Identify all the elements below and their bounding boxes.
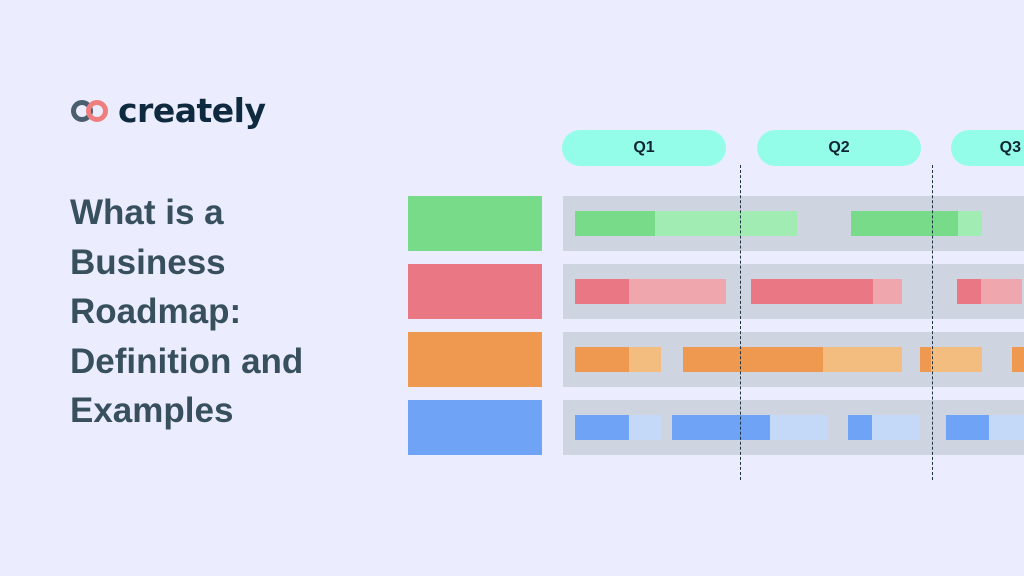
task-bar-remaining [873, 279, 902, 304]
title-line: Definition and [70, 341, 304, 381]
brand-name: creately [118, 91, 266, 130]
page-title: What is a Business Roadmap: Definition a… [70, 188, 370, 436]
title-line: Business [70, 242, 226, 282]
roadmap-track [563, 196, 1024, 251]
task-bar-progress [575, 347, 629, 372]
roadmap-track [563, 264, 1024, 319]
task-bar-progress [575, 279, 629, 304]
quarter-pill-q2: Q2 [757, 130, 921, 166]
task-bar-remaining [958, 211, 982, 236]
task-bar-remaining [655, 211, 797, 236]
quarter-divider [932, 165, 933, 480]
task-bar-remaining [989, 415, 1024, 440]
quarter-pill-q1: Q1 [562, 130, 726, 166]
task-bar-progress [751, 279, 873, 304]
title-line: What is a [70, 193, 224, 232]
task-bar-progress [957, 279, 981, 304]
task-bar-progress [683, 347, 823, 372]
task-bar-remaining [629, 415, 661, 440]
row-swatch [408, 332, 542, 387]
creately-logo-icon [71, 99, 108, 122]
task-bar-progress [851, 211, 958, 236]
task-bar-remaining [981, 279, 1022, 304]
task-bar-remaining [770, 415, 828, 440]
row-swatch [408, 264, 542, 319]
task-bar-remaining [629, 347, 661, 372]
task-bar-remaining [629, 279, 726, 304]
task-bar-progress [946, 415, 989, 440]
roadmap-track [563, 332, 1024, 387]
task-bar-progress [848, 415, 872, 440]
task-bar-progress [575, 211, 655, 236]
quarter-pill-q3: Q3 [951, 130, 1024, 166]
row-swatch [408, 400, 542, 455]
task-bar-progress [1012, 347, 1024, 372]
task-bar-progress [575, 415, 629, 440]
title-line: Roadmap: [70, 292, 242, 331]
creately-logo: creately [70, 91, 266, 130]
task-bar-remaining [872, 415, 920, 440]
row-swatch [408, 196, 542, 251]
task-bar-remaining [823, 347, 902, 372]
roadmap-track [563, 400, 1024, 455]
quarter-divider [740, 165, 741, 480]
task-bar-progress [920, 347, 931, 372]
task-bar-progress [672, 415, 770, 440]
title-line: Examples [70, 391, 234, 430]
task-bar-remaining [931, 347, 982, 372]
